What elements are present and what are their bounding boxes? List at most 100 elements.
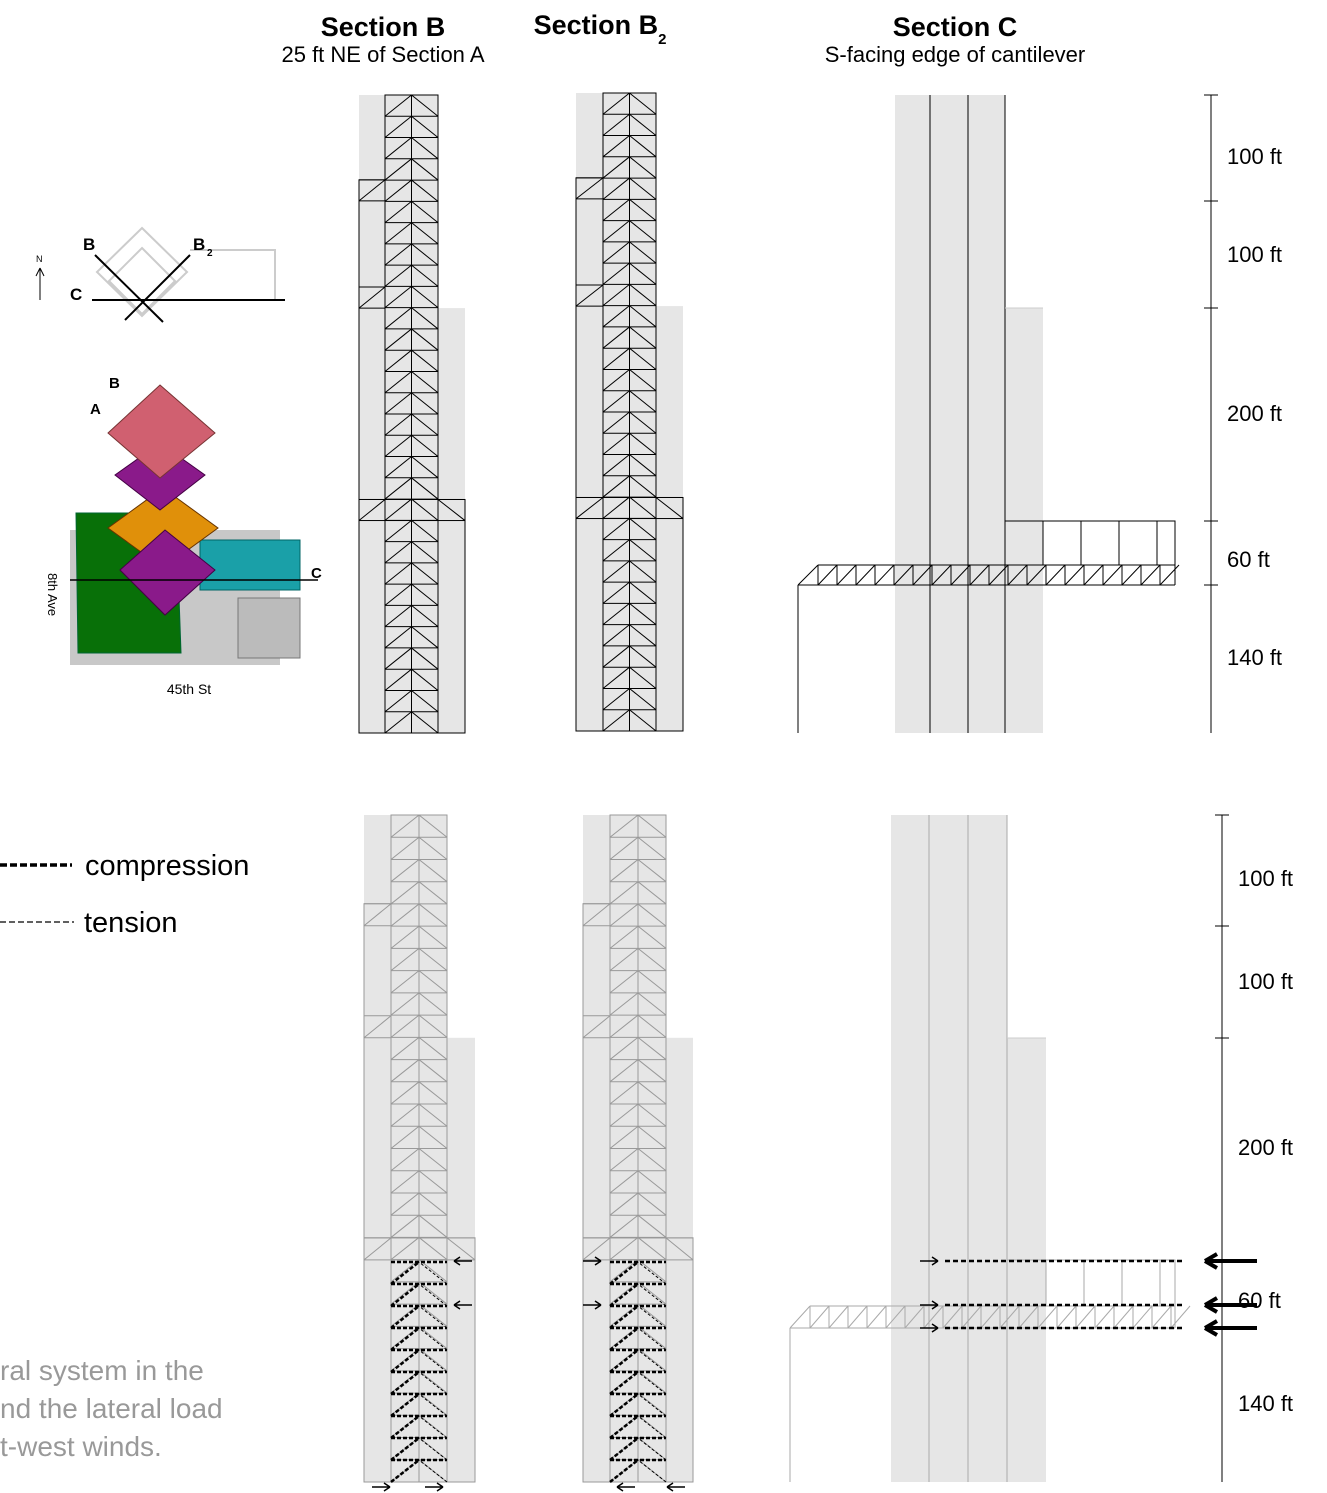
section-title: Section B bbox=[321, 12, 446, 42]
arrow bbox=[372, 1482, 391, 1492]
line bbox=[874, 564, 895, 586]
line bbox=[893, 564, 914, 586]
dimension-label: 100 ft bbox=[1227, 242, 1282, 267]
line bbox=[1064, 564, 1085, 586]
line bbox=[363, 1015, 392, 1039]
line bbox=[384, 115, 412, 138]
line bbox=[602, 156, 630, 179]
line bbox=[384, 137, 412, 160]
street-label: 45th St bbox=[167, 681, 211, 697]
line bbox=[602, 135, 630, 158]
line bbox=[418, 1192, 448, 1216]
street-label: 8th Ave bbox=[45, 573, 60, 616]
line bbox=[390, 1014, 420, 1038]
line bbox=[629, 603, 657, 626]
line bbox=[609, 1148, 639, 1172]
line bbox=[411, 498, 439, 521]
line bbox=[602, 517, 630, 540]
line bbox=[629, 156, 657, 179]
line bbox=[418, 1349, 448, 1373]
line bbox=[1075, 1305, 1096, 1329]
line bbox=[384, 519, 412, 542]
line bbox=[629, 284, 657, 307]
line bbox=[384, 307, 412, 330]
line bbox=[390, 1036, 420, 1060]
line bbox=[418, 1081, 448, 1105]
line bbox=[390, 1237, 420, 1261]
line bbox=[1018, 1305, 1039, 1329]
line bbox=[384, 668, 412, 691]
line bbox=[384, 434, 412, 457]
line bbox=[1094, 1305, 1115, 1329]
line bbox=[609, 1036, 639, 1060]
line bbox=[629, 177, 657, 200]
line bbox=[629, 326, 657, 349]
arrow bbox=[453, 1256, 472, 1266]
plan bbox=[95, 226, 276, 318]
line bbox=[411, 583, 439, 606]
line bbox=[866, 1305, 887, 1329]
line bbox=[629, 369, 657, 392]
line bbox=[637, 1036, 667, 1060]
line bbox=[390, 1148, 420, 1172]
line bbox=[629, 517, 657, 540]
line bbox=[904, 1305, 925, 1329]
line bbox=[637, 1371, 667, 1395]
arrow bbox=[616, 1482, 635, 1492]
line bbox=[384, 477, 412, 500]
line bbox=[629, 220, 657, 243]
line bbox=[124, 254, 191, 321]
line bbox=[411, 477, 439, 500]
line bbox=[411, 328, 439, 351]
line bbox=[390, 948, 420, 972]
line bbox=[609, 859, 639, 883]
block bbox=[237, 597, 301, 659]
caption: ral system in the bbox=[0, 1355, 204, 1386]
shape bbox=[666, 1037, 693, 1238]
line bbox=[582, 1237, 611, 1261]
line bbox=[418, 1237, 448, 1261]
plan-label: B bbox=[193, 235, 205, 254]
line bbox=[418, 992, 448, 1016]
section-subtitle: S-facing edge of cantilever bbox=[825, 42, 1086, 67]
line bbox=[602, 560, 630, 583]
line bbox=[418, 1393, 448, 1417]
dimension-label: 200 ft bbox=[1238, 1135, 1293, 1160]
title-text: Section B bbox=[534, 10, 659, 40]
arrow bbox=[583, 1300, 602, 1310]
line bbox=[637, 1327, 667, 1351]
dimension-label: 60 ft bbox=[1238, 1288, 1281, 1313]
block bbox=[119, 529, 216, 616]
line bbox=[384, 328, 412, 351]
dimension-label: 100 ft bbox=[1227, 144, 1282, 169]
line bbox=[411, 286, 439, 309]
line bbox=[637, 1305, 667, 1329]
line bbox=[411, 456, 439, 479]
line bbox=[390, 1103, 420, 1127]
line bbox=[384, 286, 412, 309]
shape bbox=[891, 815, 1007, 1482]
line bbox=[609, 1303, 639, 1327]
line bbox=[609, 903, 639, 927]
line bbox=[384, 605, 412, 628]
line bbox=[969, 564, 990, 586]
line bbox=[602, 92, 630, 115]
line bbox=[629, 92, 657, 115]
line bbox=[609, 1103, 639, 1127]
line bbox=[418, 1214, 448, 1238]
line bbox=[609, 992, 639, 1016]
line bbox=[418, 948, 448, 972]
line bbox=[836, 564, 857, 586]
line bbox=[609, 1081, 639, 1105]
line bbox=[629, 347, 657, 370]
line bbox=[418, 1305, 448, 1329]
line bbox=[637, 1059, 667, 1083]
line bbox=[418, 1283, 448, 1307]
line bbox=[575, 177, 604, 200]
line bbox=[817, 564, 838, 586]
line bbox=[629, 624, 657, 647]
line bbox=[637, 1259, 667, 1283]
line bbox=[418, 1371, 448, 1395]
line bbox=[390, 1192, 420, 1216]
